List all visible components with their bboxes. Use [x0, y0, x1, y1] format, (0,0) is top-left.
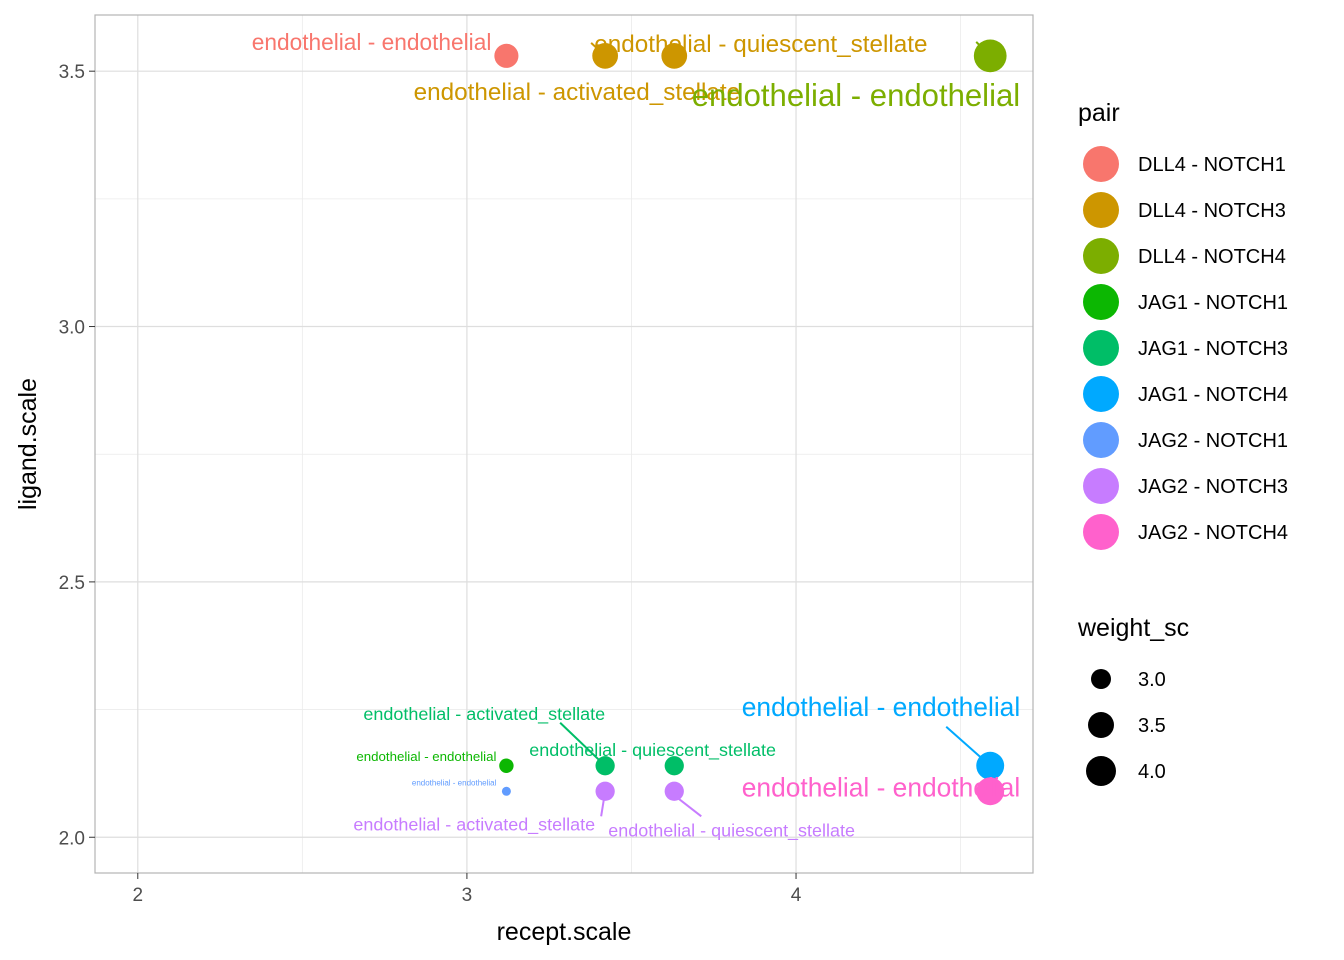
point-label: endothelial - activated_stellate	[414, 79, 740, 106]
data-point	[664, 781, 684, 801]
y-axis-ticks: 2.0 2.5 3.0 3.5	[59, 62, 95, 849]
data-point	[976, 777, 1005, 806]
x-tick-label: 4	[791, 885, 802, 906]
data-point	[592, 42, 619, 69]
legend-color-key	[1083, 422, 1119, 458]
data-points	[494, 39, 1007, 806]
data-point	[595, 781, 615, 801]
data-point	[973, 39, 1007, 73]
legend-color-key	[1083, 514, 1119, 550]
legend-color-title: pair	[1078, 99, 1120, 127]
data-point	[664, 756, 684, 776]
legend-color-key	[1083, 468, 1119, 504]
point-label: endothelial - endothelial	[412, 778, 497, 787]
panel-border	[94, 14, 1034, 874]
point-label: endothelial - quiescent_stellate	[529, 740, 776, 761]
grid-major	[95, 15, 1033, 873]
legend-size-key	[1086, 756, 1116, 786]
point-label: endothelial - endothelial	[692, 78, 1020, 113]
data-point	[499, 758, 514, 773]
legend-color-label: JAG1 - NOTCH1	[1138, 292, 1288, 314]
legend-color-key	[1083, 146, 1119, 182]
legend-size-key	[1088, 712, 1114, 738]
data-point	[494, 43, 519, 68]
legend-color-label: DLL4 - NOTCH1	[1138, 154, 1286, 176]
grid-minor	[95, 15, 1033, 873]
legend-color-label: DLL4 - NOTCH4	[1138, 246, 1286, 268]
point-label: endothelial - endothelial	[742, 772, 1020, 802]
y-tick-label: 3.0	[59, 318, 85, 339]
y-axis-title: ligand.scale	[14, 378, 42, 510]
data-point	[501, 786, 511, 796]
legend-size-label: 3.0	[1138, 669, 1166, 691]
point-label: endothelial - activated_stellate	[363, 704, 605, 725]
point-label: endothelial - quiescent_stellate	[594, 31, 927, 58]
legend-color-label: DLL4 - NOTCH3	[1138, 200, 1286, 222]
legend-size: 3.0 3.5 4.0	[1086, 669, 1166, 786]
legend-color-label: JAG2 - NOTCH4	[1138, 522, 1288, 544]
y-tick-label: 2.0	[59, 828, 85, 849]
y-tick-label: 2.5	[59, 573, 85, 594]
legend-color-key	[1083, 376, 1119, 412]
legend-color-label: JAG2 - NOTCH1	[1138, 430, 1288, 452]
panel-background	[95, 15, 1033, 873]
x-axis-ticks: 2 3 4	[132, 873, 802, 906]
point-label: endothelial - endothelial	[252, 29, 492, 55]
y-tick-label: 3.5	[59, 62, 85, 83]
legend-color-key	[1083, 284, 1119, 320]
data-point	[595, 756, 615, 776]
legend-size-label: 3.5	[1138, 715, 1166, 737]
data-point	[661, 42, 688, 69]
label-connector	[559, 722, 606, 767]
point-label: endothelial - endothelial	[356, 749, 496, 764]
legend-color-key	[1083, 192, 1119, 228]
legend-size-key	[1091, 669, 1111, 689]
point-label: endothelial - activated_stellate	[353, 814, 595, 835]
x-tick-label: 3	[462, 885, 473, 906]
x-axis-title: recept.scale	[497, 918, 632, 946]
legend-color-label: JAG1 - NOTCH3	[1138, 338, 1288, 360]
point-label: endothelial - quiescent_stellate	[608, 820, 855, 841]
legend-color-key	[1083, 238, 1119, 274]
legend-color-key	[1083, 330, 1119, 366]
legend-size-title: weight_sc	[1077, 614, 1189, 642]
legend-color-label: JAG1 - NOTCH4	[1138, 384, 1288, 406]
data-point	[976, 751, 1005, 780]
x-tick-label: 2	[132, 885, 143, 906]
legend-color-label: JAG2 - NOTCH3	[1138, 476, 1288, 498]
legend-size-label: 4.0	[1138, 761, 1166, 783]
point-label: endothelial - endothelial	[742, 692, 1020, 722]
legend-color: DLL4 - NOTCH1 DLL4 - NOTCH3 DLL4 - NOTCH4 J…	[1083, 146, 1288, 550]
